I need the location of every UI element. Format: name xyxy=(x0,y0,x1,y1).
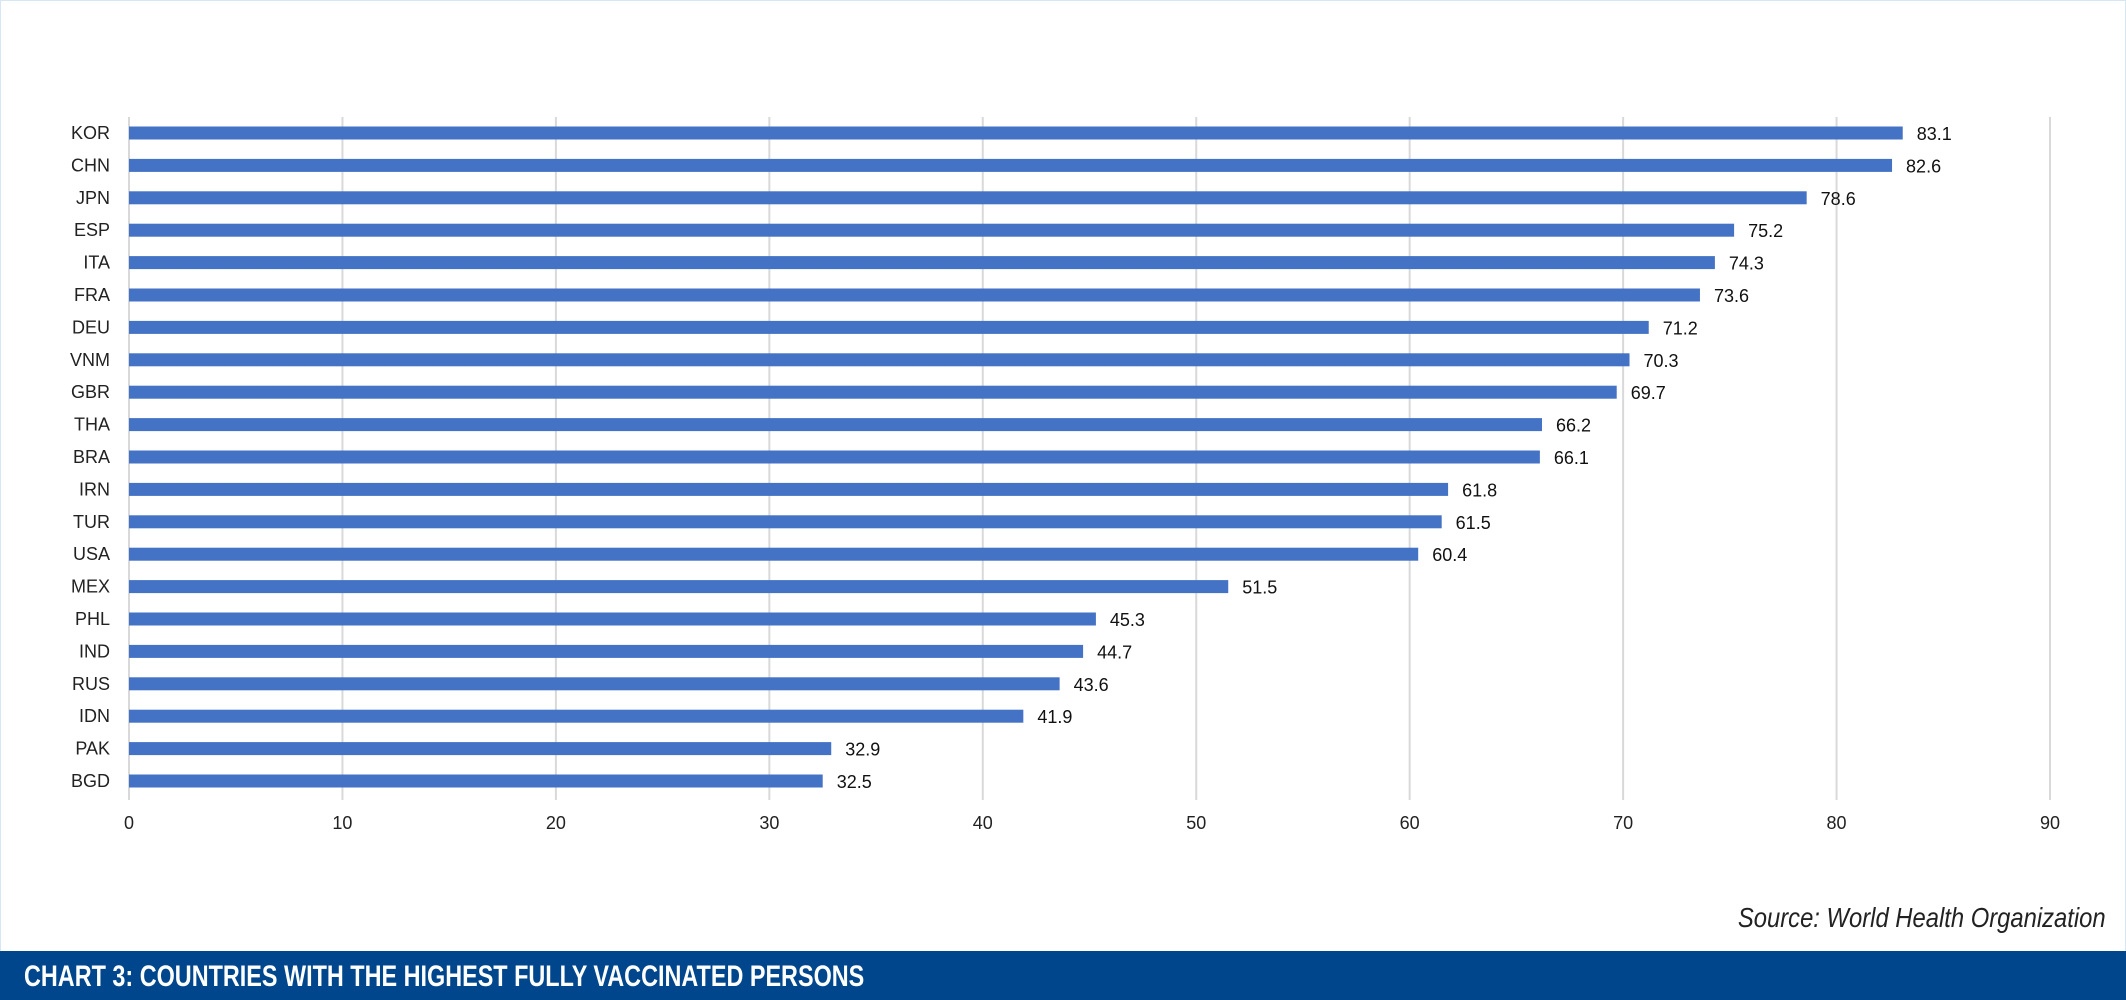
data-label: 45.3 xyxy=(1110,610,1145,630)
bar-deu xyxy=(129,320,1649,334)
bar-mex xyxy=(129,580,1229,594)
data-label: 83.1 xyxy=(1917,124,1952,144)
bar-pak xyxy=(129,742,832,756)
data-label: 66.1 xyxy=(1554,448,1589,468)
bar-bgd xyxy=(129,774,823,788)
data-label: 41.9 xyxy=(1037,707,1072,727)
data-label: 44.7 xyxy=(1097,642,1132,662)
source-note: Source: World Health Organization xyxy=(1738,902,2106,933)
data-label: 73.6 xyxy=(1714,286,1749,306)
bar-ind xyxy=(129,644,1084,658)
data-label: 61.5 xyxy=(1456,513,1491,533)
bar-jpn xyxy=(129,191,1807,205)
y-tick-label: MEX xyxy=(71,577,110,597)
x-tick-label: 20 xyxy=(546,813,566,833)
y-tick-label: CHN xyxy=(71,155,110,175)
y-tick-label: GBR xyxy=(71,382,110,402)
data-label: 74.3 xyxy=(1729,254,1764,274)
y-tick-label: RUS xyxy=(72,674,110,694)
bar-rus xyxy=(129,677,1060,691)
bar-chart: 0 10 20 30 40 50 60 70 80 90 KOR 83.1 CHN 82.6 JPN 78.6… xyxy=(70,117,2060,833)
data-label: 78.6 xyxy=(1821,189,1856,209)
x-tick-label: 50 xyxy=(1186,813,1206,833)
data-label: 61.8 xyxy=(1462,480,1497,500)
data-label: 32.5 xyxy=(837,772,872,792)
chart-title: CHART 3: COUNTRIES WITH THE HIGHEST FULL… xyxy=(24,960,865,993)
x-tick-label: 70 xyxy=(1613,813,1633,833)
bar-fra xyxy=(129,288,1700,302)
y-tick-label: DEU xyxy=(72,317,110,337)
y-tick-label: VNM xyxy=(70,350,110,370)
data-label: 75.2 xyxy=(1748,221,1783,241)
bar-phl xyxy=(129,612,1096,626)
bar-tha xyxy=(129,418,1543,432)
x-tick-label: 10 xyxy=(332,813,352,833)
bar-irn xyxy=(129,482,1449,496)
y-tick-label: IRN xyxy=(79,479,110,499)
bar-bra xyxy=(129,450,1540,464)
data-label: 70.3 xyxy=(1644,351,1679,371)
y-tick-label: TUR xyxy=(73,512,110,532)
bar-idn xyxy=(129,709,1024,723)
bar-usa xyxy=(129,547,1419,561)
y-tick-label: KOR xyxy=(71,123,110,143)
y-tick-label: THA xyxy=(74,415,110,435)
y-tick-label: BRA xyxy=(73,447,110,467)
data-label: 32.9 xyxy=(845,740,880,760)
x-tick-label: 40 xyxy=(973,813,993,833)
y-tick-label: IDN xyxy=(79,706,110,726)
bar-chn xyxy=(129,158,1893,172)
data-label: 69.7 xyxy=(1631,383,1666,403)
data-label: 66.2 xyxy=(1556,416,1591,436)
bar-esp xyxy=(129,223,1735,237)
data-label: 71.2 xyxy=(1663,318,1698,338)
bar-kor xyxy=(129,126,1903,140)
y-tick-label: IND xyxy=(79,641,110,661)
y-tick-label: PAK xyxy=(75,739,110,759)
data-label: 60.4 xyxy=(1432,545,1467,565)
x-tick-label: 90 xyxy=(2040,813,2060,833)
x-tick-label: 30 xyxy=(759,813,779,833)
title-banner: CHART 3: COUNTRIES WITH THE HIGHEST FULL… xyxy=(0,951,2126,1000)
bar-gbr xyxy=(129,385,1617,399)
data-label: 43.6 xyxy=(1074,675,1109,695)
bar-vnm xyxy=(129,353,1630,367)
y-tick-label: JPN xyxy=(76,188,110,208)
y-tick-label: ITA xyxy=(83,253,110,273)
y-tick-label: USA xyxy=(73,544,110,564)
bar-ita xyxy=(129,256,1715,270)
data-label: 51.5 xyxy=(1242,578,1277,598)
y-tick-label: BGD xyxy=(71,771,110,791)
x-tick-label: 60 xyxy=(1400,813,1420,833)
x-tick-label: 0 xyxy=(124,813,134,833)
x-tick-label: 80 xyxy=(1827,813,1847,833)
data-label: 82.6 xyxy=(1906,156,1941,176)
y-tick-label: PHL xyxy=(75,609,110,629)
y-tick-label: FRA xyxy=(74,285,110,305)
bar-tur xyxy=(129,515,1442,529)
y-tick-label: ESP xyxy=(74,220,110,240)
